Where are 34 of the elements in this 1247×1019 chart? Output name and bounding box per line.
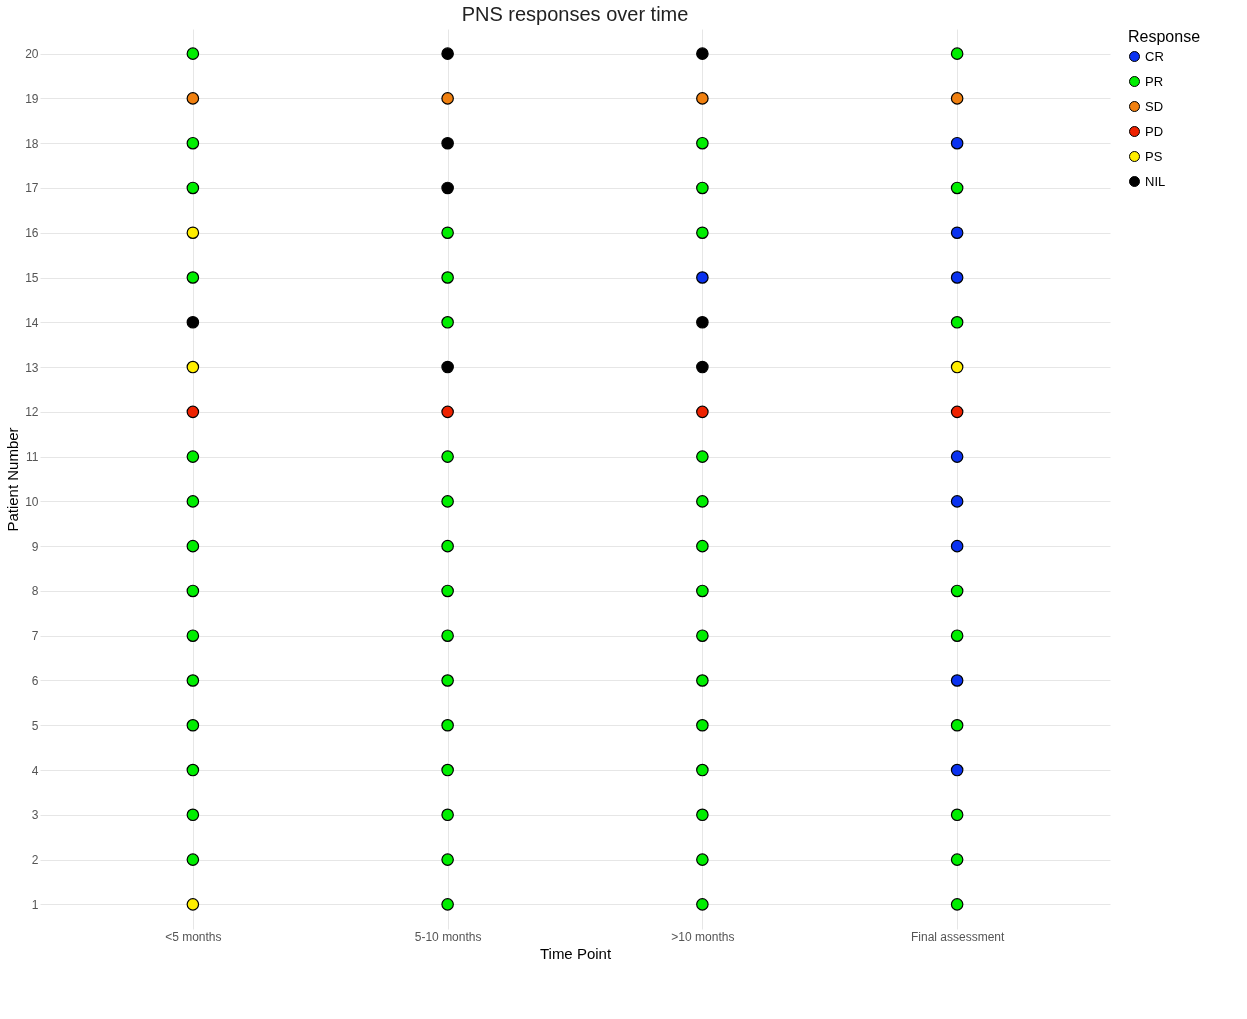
legend-label: SD <box>1145 98 1164 114</box>
y-tick-label: 9 <box>31 539 39 554</box>
y-tick-label: 7 <box>31 629 39 644</box>
y-tick-label: 13 <box>25 360 39 375</box>
x-axis-title: Time Point <box>539 944 612 962</box>
y-tick-label: 14 <box>25 315 39 330</box>
y-tick-label: 2 <box>31 853 39 868</box>
y-tick-label: 6 <box>31 673 39 688</box>
y-tick-label: 8 <box>31 584 39 599</box>
x-tick-label: <5 months <box>165 929 222 944</box>
y-tick-label: 3 <box>31 808 39 823</box>
legend-title: Response <box>1128 28 1201 45</box>
y-tick-label: 20 <box>25 47 39 62</box>
y-tick-label: 12 <box>25 405 39 420</box>
y-tick-label: 18 <box>25 136 39 151</box>
x-tick-label: Final assessment <box>910 929 1005 944</box>
x-tick-label: >10 months <box>671 929 735 944</box>
y-tick-label: 16 <box>25 226 39 241</box>
legend-label: NIL <box>1145 173 1166 189</box>
legend-label: PR <box>1145 73 1164 89</box>
legend-label: PS <box>1145 148 1163 164</box>
legend-label: CR <box>1145 48 1164 64</box>
y-tick-label: 1 <box>31 897 39 912</box>
y-axis-title: Patient Number <box>4 427 22 532</box>
y-tick-label: 19 <box>25 91 39 106</box>
legend-label: PD <box>1145 123 1164 139</box>
y-tick-label: 10 <box>25 494 39 509</box>
y-tick-label: 17 <box>25 181 39 196</box>
y-tick-label: 15 <box>25 271 39 286</box>
chart-title: PNS responses over time <box>461 3 689 25</box>
y-tick-label: 5 <box>31 718 39 733</box>
y-tick-label: 11 <box>26 450 39 465</box>
y-tick-label: 4 <box>31 763 39 778</box>
x-tick-label: 5-10 months <box>414 929 482 944</box>
